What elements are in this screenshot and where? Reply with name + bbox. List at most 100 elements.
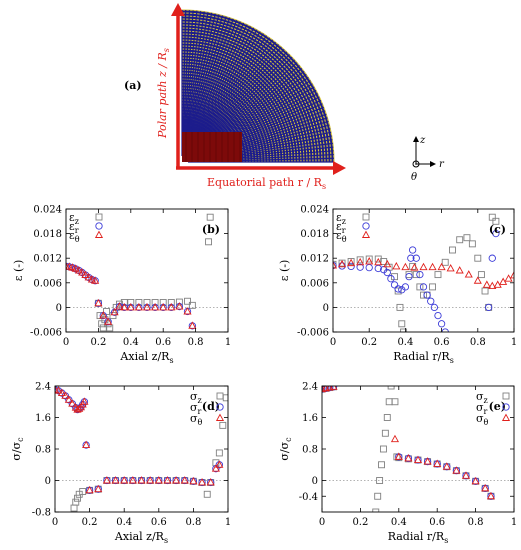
data-point-circle: [216, 403, 224, 411]
x-tick-label: 0.4: [116, 517, 132, 528]
data-points: [333, 213, 514, 332]
x-tick-label: 0.8: [188, 337, 204, 348]
data-point-triangle: [486, 491, 496, 500]
data-point-triangle: [180, 476, 189, 484]
equatorial-path-label: Equatorial path r / Rs: [207, 176, 326, 191]
data-point-square: [381, 429, 389, 437]
polar-path-arrowhead: [171, 3, 185, 16]
plot-frame: [332, 208, 515, 333]
data-point-square: [429, 283, 436, 291]
x-tick-label: 0: [330, 337, 336, 348]
data-point-square: [215, 449, 223, 457]
data-point-triangle: [146, 476, 155, 484]
y-tick-label: 0.8: [302, 445, 318, 456]
data-point-square: [219, 421, 227, 429]
x-tick-label: 0.8: [185, 517, 201, 528]
axis-r-label: r: [439, 159, 445, 170]
data-point-triangle: [471, 476, 480, 485]
data-point-square: [95, 213, 103, 221]
data-point-square: [396, 303, 404, 311]
data-point-square: [167, 299, 175, 306]
data-point-square: [203, 490, 211, 498]
legend-entry: εr: [336, 220, 346, 235]
data-point-circle: [419, 283, 428, 291]
data-point-square: [456, 236, 464, 244]
data-point-square: [412, 271, 420, 279]
data-point-triangle: [142, 302, 152, 311]
panel-label: (c): [489, 223, 506, 236]
data-point-square: [159, 299, 167, 306]
y-tick-label: 0.8: [35, 445, 51, 456]
data-point-triangle: [85, 485, 94, 494]
data-point-triangle: [94, 230, 104, 238]
data-point-circle: [365, 263, 373, 272]
x-tick-label: 0.2: [361, 337, 377, 348]
y-tick-label: -0.8: [32, 508, 51, 519]
data-point-triangle: [206, 478, 215, 486]
x-tick-label: 0.2: [82, 517, 98, 528]
schematic-panel: (a) Polar path z / Rs Equatorial path r …: [124, 3, 445, 191]
data-point-square: [463, 234, 471, 242]
data-point-triangle: [392, 261, 401, 270]
data-point-square: [372, 508, 380, 512]
y-tick-label: 1.6: [302, 413, 318, 424]
data-point-square: [120, 299, 128, 306]
x-tick-label: 0.8: [470, 337, 486, 348]
y-tick-label: -0.006: [30, 328, 62, 339]
data-points: [55, 386, 228, 512]
x-tick-label: 1: [225, 517, 231, 528]
data-point-circle: [488, 254, 496, 262]
data-point-triangle: [211, 464, 220, 472]
data-point-square: [206, 213, 214, 221]
data-point-square: [477, 271, 485, 279]
x-tick-label: 1: [225, 337, 231, 348]
data-point-square: [391, 398, 399, 406]
data-point-circle: [427, 297, 435, 305]
data-point-triangle: [488, 281, 497, 290]
data-point-triangle: [215, 413, 225, 421]
data-point-triangle: [437, 262, 446, 271]
data-point-square: [420, 291, 427, 299]
data-point-triangle: [175, 302, 184, 310]
y-tick-label: -0.006: [297, 328, 329, 339]
data-point-square: [106, 324, 114, 332]
data-point-circle: [55, 386, 59, 394]
x-tick-label: 0.6: [434, 337, 450, 348]
data-point-square: [70, 504, 78, 512]
data-point-triangle: [461, 471, 471, 479]
data-point-triangle: [347, 258, 356, 267]
y-tick-label: 0: [323, 303, 329, 314]
data-point-triangle: [333, 261, 338, 269]
polar-path-label: Polar path z / Rs: [156, 48, 171, 139]
data-point-square: [387, 386, 395, 390]
data-point-triangle: [188, 321, 197, 329]
data-point-triangle: [159, 302, 168, 311]
data-point-triangle: [87, 275, 96, 283]
x-tick-label: 1: [511, 337, 517, 348]
data-point-triangle: [81, 270, 90, 278]
y-tick-label: 0.024: [300, 205, 329, 216]
data-point-triangle: [75, 404, 84, 412]
legend-entry: εr: [69, 220, 79, 235]
data-point-triangle: [61, 391, 70, 399]
data-point-circle: [437, 320, 446, 328]
data-point-triangle: [172, 476, 181, 484]
axis-theta-label: θ: [411, 172, 417, 183]
legend-entry: σr: [476, 401, 488, 416]
y-tick-label: 0.012: [300, 254, 329, 265]
coordinate-triad: z r θ: [411, 135, 445, 183]
data-point-triangle: [365, 257, 374, 265]
data-point-circle: [390, 281, 399, 289]
data-point-circle: [416, 270, 424, 279]
chart-panel-b: 0 0.2 0.4 0.6 0.8 1-0.00600.0060.0120.0180.02…: [12, 205, 231, 366]
legend-entry: σz: [476, 390, 488, 405]
data-point-square: [216, 392, 224, 400]
legend-entry: σz: [190, 390, 202, 405]
data-point-triangle: [126, 302, 135, 311]
data-point-square: [379, 445, 387, 453]
y-axis-label: σ/σc: [10, 437, 25, 461]
data-point-square: [474, 254, 482, 262]
